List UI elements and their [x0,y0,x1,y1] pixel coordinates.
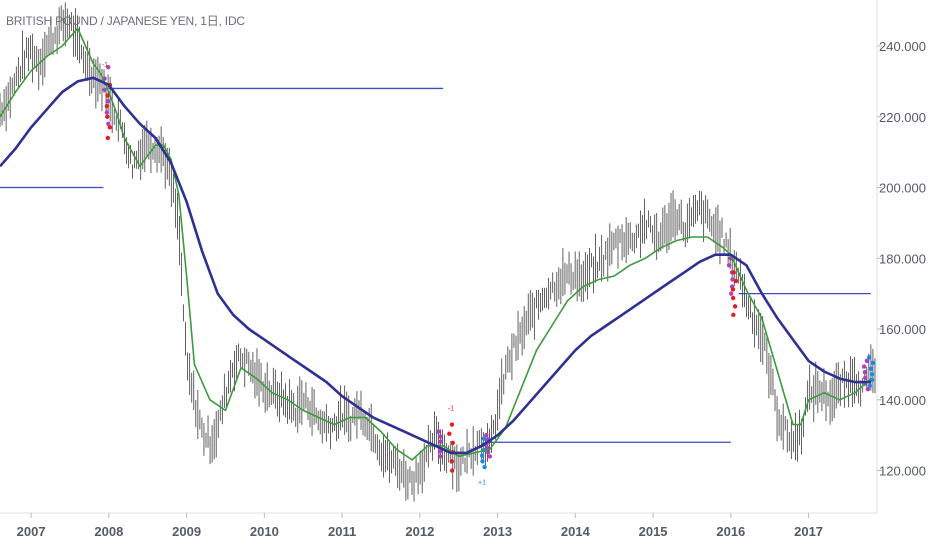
x-tick-label: 2016 [716,524,745,539]
signal-marker [449,468,455,473]
x-tick-label: 2011 [328,524,356,539]
x-tick-label: 2013 [483,524,512,539]
x-tick-label: 2017 [794,524,823,539]
signal-marker [105,93,110,98]
x-axis-ticks: 2007 2008 2009 2010 2011 2012 2013 2014 2015 2016… [17,513,823,539]
signal-marker [868,366,874,371]
signal-label-1: -1 [448,405,454,412]
x-tick-label: 2012 [405,524,434,539]
signal-marker [732,304,738,309]
signal-marker [438,454,443,459]
signal-marker [864,358,870,364]
signal-marker [438,434,443,439]
y-tick-label: 200.000 [879,181,926,196]
signal-marker [438,439,443,444]
signal-marker [728,291,734,296]
x-tick-label: 2010 [250,524,279,539]
signal-marker [485,449,491,455]
signal-marker [105,135,111,141]
signal-marker [106,65,111,70]
signal-marker [102,87,107,93]
signal-marker [870,360,875,366]
signal-marker [436,429,441,434]
signal-marker [731,312,736,318]
signal-marker [104,103,110,109]
price-bars [0,2,878,502]
signal-marker [479,453,485,458]
y-axis-ticks: 120.000 140.000 160.000 180.000 200.000 220.0… [877,39,926,479]
signal-marker [104,110,110,115]
moving-averages [0,27,872,461]
y-tick-label: 160.000 [879,322,926,337]
x-tick-label: 2015 [639,524,668,539]
signal-marker [730,295,736,301]
signal-marker [487,454,493,459]
signal-markers: -1 -1 +1 [102,62,875,487]
y-tick-label: 180.000 [879,251,926,266]
signal-marker [450,440,455,446]
signal-marker [866,355,872,360]
signal-marker [105,114,110,119]
signal-marker [863,375,868,381]
signal-marker [733,278,739,284]
x-tick-label: 2007 [17,524,46,539]
signal-marker [869,372,875,377]
signal-marker [867,383,873,388]
signal-marker [730,287,736,292]
signal-label-2: +1 [478,480,486,487]
signal-marker [106,121,111,127]
signal-marker [861,364,867,369]
y-tick-label: 140.000 [879,393,926,408]
signal-marker [481,436,486,441]
signal-marker [726,263,732,268]
x-tick-label: 2014 [561,524,591,539]
signal-marker [862,369,868,375]
slow-moving-average-line [0,76,871,455]
fast-moving-average-line [0,27,872,461]
signal-marker [447,431,452,436]
y-tick-label: 120.000 [879,464,926,479]
signal-marker [484,432,489,438]
y-tick-label: 220.000 [879,110,926,125]
signal-label-0: -1 [102,62,108,69]
x-tick-label: 2008 [94,524,123,539]
signal-marker [105,98,111,104]
signal-marker [437,449,443,454]
signal-marker [480,459,485,464]
signal-marker [449,459,455,464]
signal-marker [730,277,735,282]
y-tick-label: 240.000 [879,39,926,54]
signal-marker [449,422,455,427]
signal-marker [865,386,871,392]
x-tick-label: 2009 [172,524,201,539]
signal-marker [482,464,487,470]
signal-marker [107,125,113,130]
chart-title: BRITISH POUND / JAPANESE YEN, 1日, IDC [6,14,245,28]
signal-marker [731,270,736,275]
